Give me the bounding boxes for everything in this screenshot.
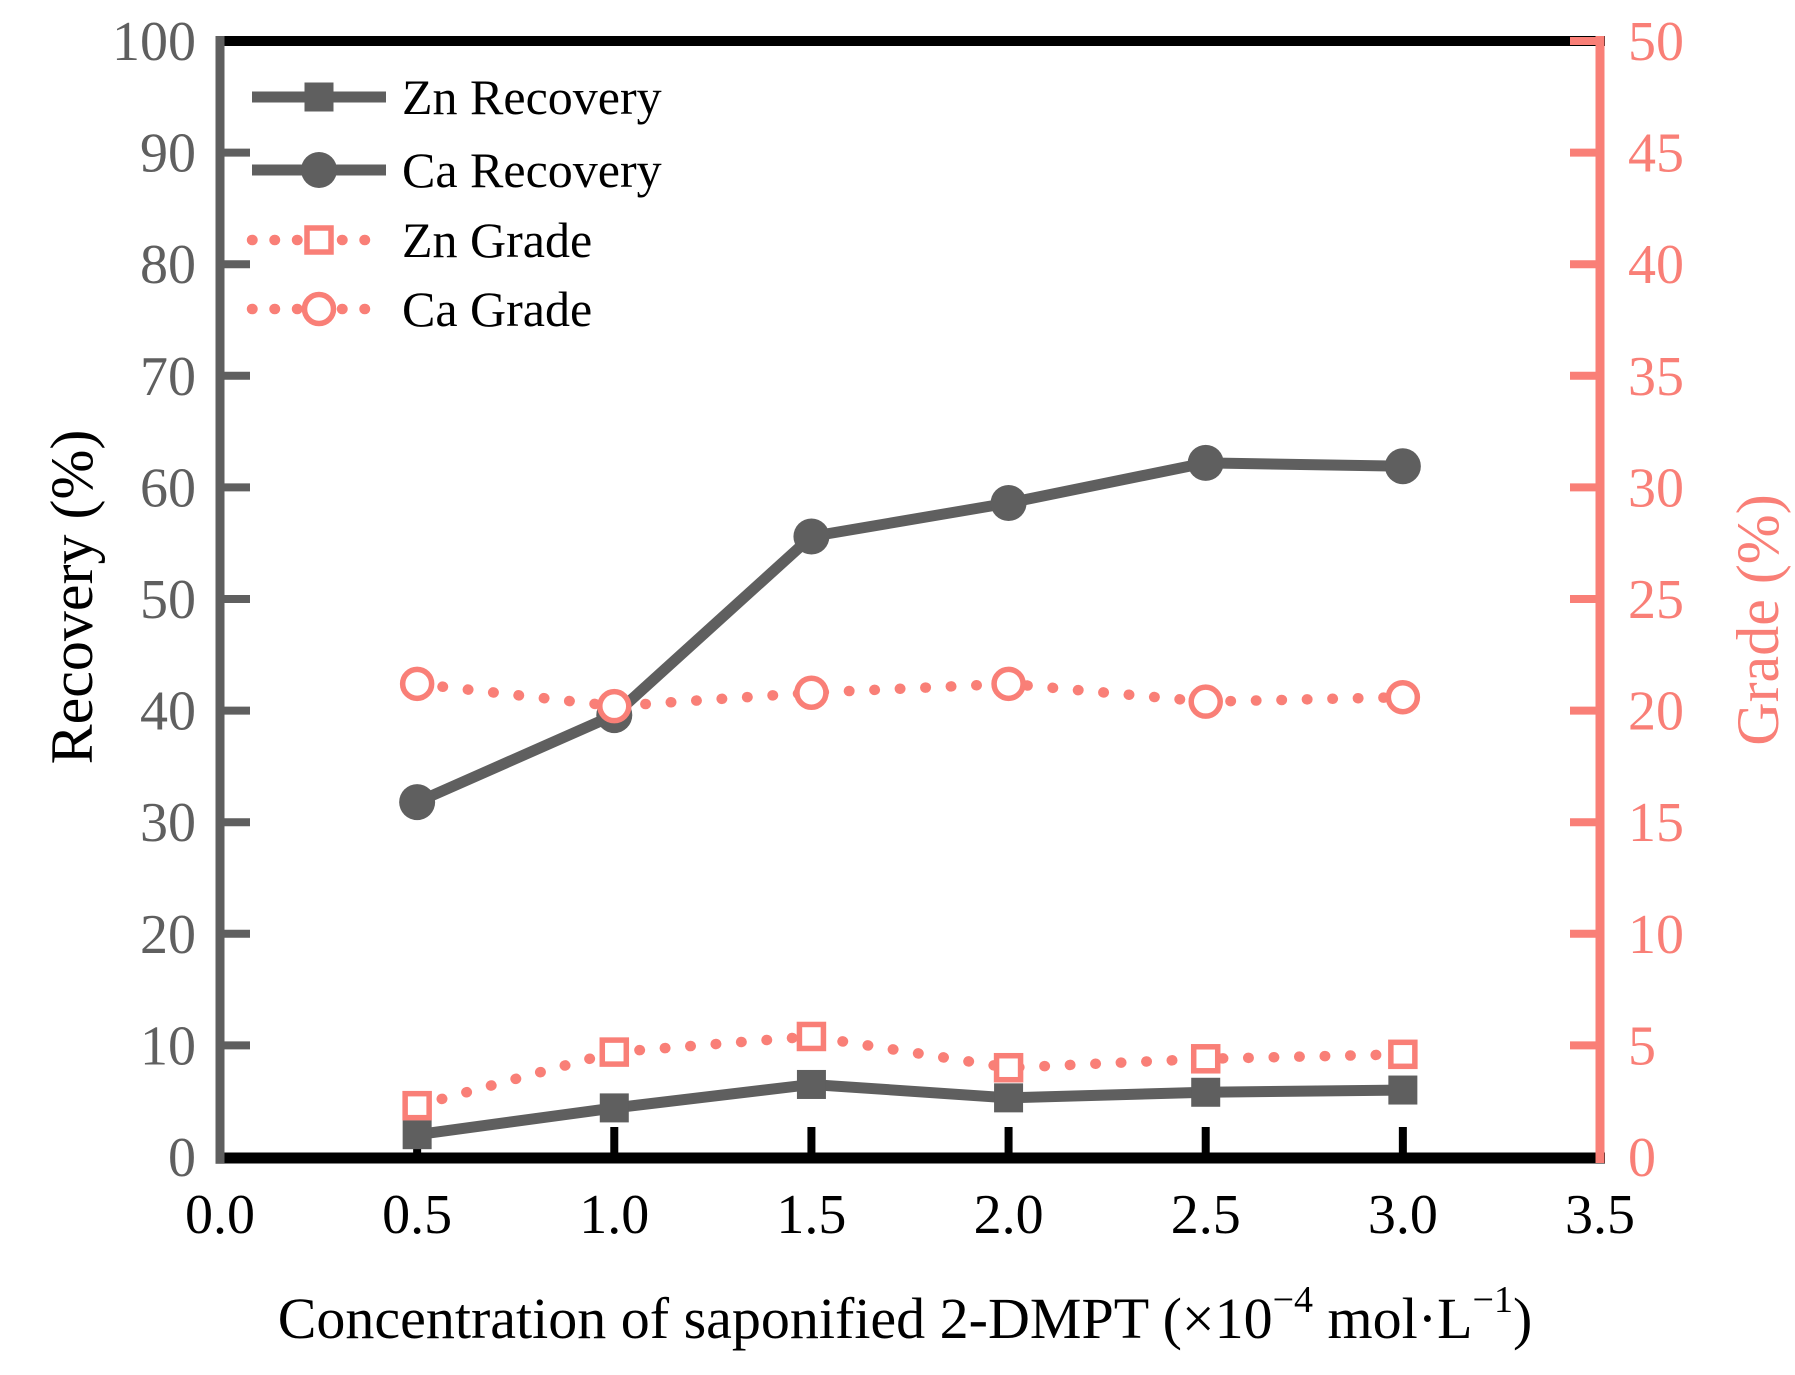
zn-recovery-marker xyxy=(599,1093,629,1123)
left-axis-tick-label: 10 xyxy=(140,1015,196,1077)
zn-recovery-marker xyxy=(796,1069,826,1099)
left-axis-tick-label: 20 xyxy=(140,904,196,966)
ca-grade-series xyxy=(399,666,1421,724)
axes-frame xyxy=(215,36,1605,1164)
x-axis-title-superscript: −4 xyxy=(1273,1279,1313,1321)
ca-grade-marker xyxy=(1385,679,1421,715)
right-axis-tick-label: 0 xyxy=(1628,1127,1656,1189)
left-axis-tick-label: 50 xyxy=(140,569,196,631)
left-axis-tick-label: 100 xyxy=(112,11,196,73)
right-axis-tick-label: 50 xyxy=(1628,11,1684,73)
legend: Zn Recovery Ca Recovery Zn Grade Ca Grade xyxy=(246,69,662,337)
x-axis-tick-label: 3.0 xyxy=(1368,1184,1438,1246)
zn-grade-marker xyxy=(1388,1039,1418,1070)
x-axis-tick-label: 0.0 xyxy=(185,1184,255,1246)
legend-item-zn-grade: Zn Grade xyxy=(246,212,592,268)
right-axis-title: Grade (%) xyxy=(1725,494,1791,746)
x-axis-tick-label: 2.5 xyxy=(1171,1184,1241,1246)
left-axis-tick-label: 30 xyxy=(140,792,196,854)
ca-grade-marker xyxy=(1188,684,1223,719)
legend-label: Ca Grade xyxy=(402,281,592,337)
left-axis-tick-label: 60 xyxy=(140,457,196,519)
x-axis-title-text: Concentration of saponified 2-DMPT (×10 xyxy=(278,1286,1273,1351)
ca-grade-marker xyxy=(597,688,632,724)
right-axis-tick-label: 5 xyxy=(1628,1015,1656,1077)
zn-grade-series xyxy=(402,1021,1418,1121)
x-axis-title-text: ) xyxy=(1513,1286,1532,1351)
ca-recovery-line xyxy=(414,457,1403,808)
legend-label: Zn Recovery xyxy=(402,69,662,125)
x-axis-tick-label: 3.5 xyxy=(1565,1184,1635,1246)
ca-recovery-marker xyxy=(1187,444,1224,481)
right-axis-tick-label: 25 xyxy=(1628,569,1684,631)
zn-grade-marker xyxy=(796,1021,827,1052)
ca-grade-line xyxy=(411,678,1409,712)
legend-sample-marker xyxy=(301,291,337,327)
legend-sample-marker xyxy=(304,82,334,112)
right-axis-tick-label: 35 xyxy=(1628,346,1684,408)
left-axis-tick-label: 40 xyxy=(140,681,196,743)
x-axis-title-text: mol·L xyxy=(1313,1286,1472,1351)
legend-item-ca-recovery: Ca Recovery xyxy=(252,142,662,198)
ca-recovery-series xyxy=(399,444,1421,821)
axis-ticks xyxy=(224,37,1596,1153)
x-axis-tick-label: 0.5 xyxy=(382,1184,452,1246)
zn-recovery-line xyxy=(416,1078,1403,1141)
x-axis-title-superscript: −1 xyxy=(1473,1279,1513,1321)
right-axis-tick-label: 40 xyxy=(1628,234,1684,296)
left-axis-tick-label: 90 xyxy=(140,123,196,185)
legend-label: Ca Recovery xyxy=(402,142,662,198)
ca-grade-marker xyxy=(991,666,1026,702)
right-axis-tick-label: 15 xyxy=(1628,792,1684,854)
zn-recovery-marker xyxy=(402,1120,432,1150)
left-axis-tick-label: 0 xyxy=(168,1127,196,1189)
data-series-layer xyxy=(399,444,1421,1150)
right-axis-tick-label: 45 xyxy=(1628,123,1684,185)
zn-grade-marker xyxy=(402,1090,432,1121)
zn-recovery-marker xyxy=(1388,1075,1418,1105)
legend-sample-marker xyxy=(301,152,337,188)
x-axis-tick-label: 1.5 xyxy=(776,1184,846,1246)
left-axis-tick-label: 80 xyxy=(140,234,196,296)
zn-grade-marker xyxy=(599,1037,630,1067)
ca-grade-marker xyxy=(794,675,829,710)
legend-label: Zn Grade xyxy=(402,212,592,268)
x-axis-tick-label: 1.0 xyxy=(579,1184,649,1246)
zn-recovery-series xyxy=(402,1069,1418,1150)
ca-recovery-marker xyxy=(1384,448,1421,485)
left-axis-title: Recovery (%) xyxy=(39,430,105,765)
axis-tick-labels: 0.0 0.5 1.0 1.5 2.0 2.5 3.0 3.50102030405060708… xyxy=(112,11,1684,1246)
x-axis-tick-label: 2.0 xyxy=(974,1184,1044,1246)
ca-recovery-marker xyxy=(990,485,1027,522)
x-axis-title: Concentration of saponified 2-DMPT (×10−… xyxy=(278,1279,1533,1351)
zn-recovery-marker xyxy=(1191,1077,1221,1107)
legend-item-ca-grade: Ca Grade xyxy=(246,281,592,337)
legend-sample-marker xyxy=(304,225,334,255)
ca-grade-marker xyxy=(399,666,435,702)
right-axis-tick-label: 20 xyxy=(1628,681,1684,743)
zn-grade-marker xyxy=(993,1052,1024,1083)
right-axis-tick-label: 30 xyxy=(1628,457,1684,519)
zn-recovery-marker xyxy=(994,1083,1024,1113)
legend-item-zn-recovery: Zn Recovery xyxy=(252,69,662,125)
ca-recovery-marker xyxy=(399,784,436,821)
zn-grade-marker xyxy=(1190,1044,1221,1074)
left-axis-tick-label: 70 xyxy=(140,346,196,408)
right-axis-tick-label: 10 xyxy=(1628,904,1684,966)
ca-recovery-marker xyxy=(793,518,830,555)
